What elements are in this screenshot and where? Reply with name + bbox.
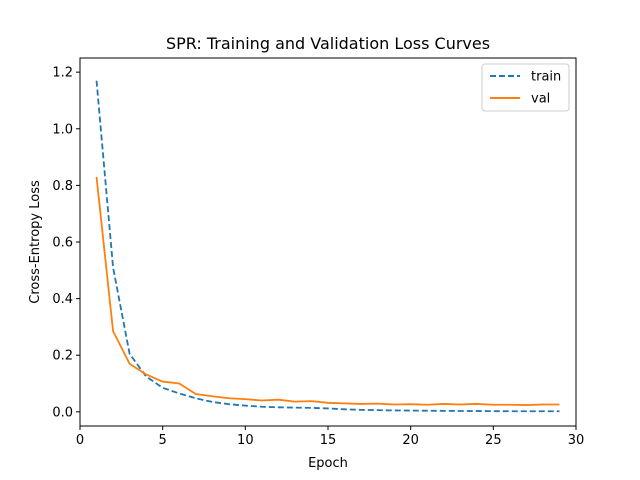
y-tick-label: 0.6 [52,236,73,251]
x-tick-label: 5 [159,433,167,448]
x-tick-label: 0 [76,433,84,448]
y-tick-label: 0.0 [52,405,73,420]
plot-lines [95,80,560,413]
y-axis-ticks: 0.0 0.2 0.4 0.6 0.8 1.0 1.2 [52,66,80,420]
plot-area-frame [79,57,577,427]
chart-title: SPR: Training and Validation Loss Curves [166,34,490,53]
y-axis-label: Cross-Entropy Loss [28,180,43,304]
series-line-train [95,80,560,413]
legend-label-val: val [531,92,550,107]
legend: train val [481,63,570,112]
y-tick-label: 1.2 [52,66,73,81]
y-tick-label: 0.2 [52,349,73,364]
x-tick-label: 10 [237,433,254,448]
x-tick-label: 30 [568,433,585,448]
x-tick-label: 15 [320,433,337,448]
legend-label-train: train [531,70,561,85]
series-line-val [95,176,560,406]
x-tick-label: 20 [402,433,419,448]
x-axis-label: Epoch [308,456,348,471]
y-tick-label: 1.0 [52,122,73,137]
y-tick-label: 0.8 [52,179,73,194]
x-tick-label: 25 [485,433,502,448]
y-tick-label: 0.4 [52,292,73,307]
x-axis-ticks: 0 5 10 15 20 25 30 [76,426,584,448]
